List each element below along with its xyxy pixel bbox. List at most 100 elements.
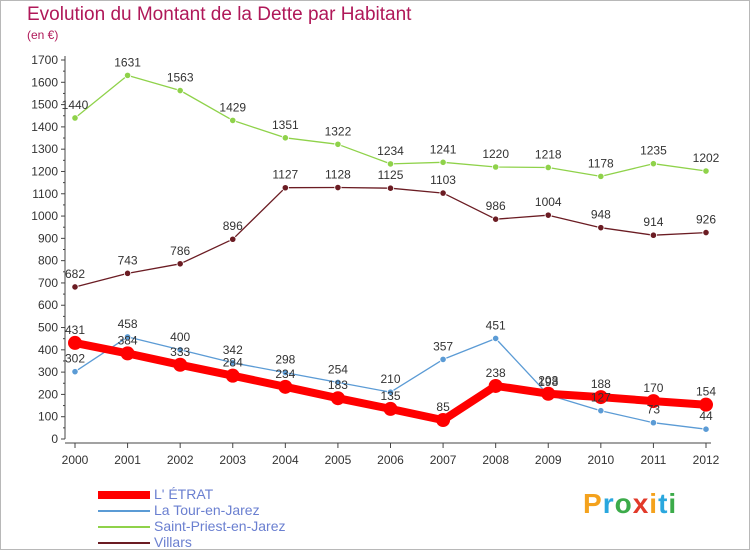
- data-point-saint-priest-en-jarez: [386, 160, 395, 168]
- data-label-saint-priest-en-jarez: 1241: [430, 142, 457, 156]
- data-label-saint-priest-en-jarez: 1218: [535, 147, 562, 161]
- data-point-saint-priest-en-jarez: [649, 160, 658, 168]
- data-point-la-tour-en-jarez: [439, 355, 447, 364]
- legend-swatch-la-tour-en-jarez: [98, 503, 150, 519]
- x-tick-label: 2012: [693, 453, 720, 467]
- data-point-villars: [176, 260, 184, 268]
- data-point-villars: [229, 235, 237, 243]
- data-label-saint-priest-en-jarez: 1234: [377, 144, 404, 158]
- data-point-l-etrat: [436, 413, 451, 428]
- data-point-l-etrat: [330, 391, 345, 406]
- series-layer: [68, 71, 713, 433]
- x-tick-label: 2003: [219, 453, 246, 467]
- data-label-l-etrat: 135: [380, 389, 400, 403]
- data-label-la-tour-en-jarez: 44: [699, 409, 713, 423]
- data-point-la-tour-en-jarez: [649, 419, 658, 427]
- data-label-la-tour-en-jarez: 357: [433, 339, 453, 353]
- data-label-saint-priest-en-jarez: 1322: [325, 124, 352, 138]
- legend-swatch-saint-priest-en-jarez: [98, 519, 150, 535]
- x-tick-label: 2004: [272, 453, 299, 467]
- data-point-l-etrat: [488, 378, 503, 393]
- data-point-villars: [386, 184, 395, 192]
- y-tick-label: 800: [38, 254, 58, 268]
- data-label-villars: 786: [170, 244, 190, 258]
- data-point-l-etrat: [699, 397, 713, 412]
- data-point-saint-priest-en-jarez: [597, 172, 605, 180]
- data-label-saint-priest-en-jarez: 1631: [114, 55, 141, 69]
- data-point-la-tour-en-jarez: [281, 368, 289, 377]
- data-label-l-etrat: 284: [223, 356, 243, 370]
- logo-letter: i: [668, 488, 678, 519]
- data-label-l-etrat: 85: [436, 400, 450, 414]
- data-point-saint-priest-en-jarez: [71, 114, 79, 122]
- legend-swatch-villars: [98, 535, 150, 551]
- data-point-villars: [544, 211, 552, 219]
- logo-letter: i: [649, 488, 659, 519]
- data-label-villars: 1004: [535, 195, 562, 209]
- data-label-saint-priest-en-jarez: 1563: [167, 71, 194, 85]
- data-point-saint-priest-en-jarez: [439, 158, 447, 166]
- data-label-la-tour-en-jarez: 458: [118, 317, 138, 331]
- proxiti-logo: Proxiti: [583, 488, 677, 520]
- y-tick-label: 1600: [31, 75, 58, 89]
- logo-letter: r: [602, 488, 615, 519]
- data-label-l-etrat: 431: [65, 323, 85, 337]
- data-point-la-tour-en-jarez: [176, 346, 184, 354]
- y-tick-label: 1300: [31, 142, 58, 156]
- data-label-saint-priest-en-jarez: 1429: [219, 100, 246, 114]
- y-tick-label: 600: [38, 298, 58, 312]
- data-label-la-tour-en-jarez: 198: [538, 375, 558, 389]
- data-point-l-etrat: [593, 390, 608, 405]
- chart-title: Evolution du Montant de la Dette par Hab…: [27, 4, 412, 25]
- data-point-villars: [702, 228, 710, 237]
- data-label-villars: 948: [591, 208, 611, 222]
- y-tick-label: 1500: [31, 98, 58, 112]
- logo-letter: P: [583, 488, 603, 519]
- data-point-villars: [71, 283, 79, 291]
- data-label-saint-priest-en-jarez: 1178: [588, 156, 614, 170]
- data-label-l-etrat: 203: [538, 374, 558, 388]
- data-point-saint-priest-en-jarez: [334, 140, 342, 148]
- data-label-la-tour-en-jarez: 254: [328, 362, 348, 376]
- data-label-la-tour-en-jarez: 342: [223, 343, 243, 357]
- axes: 0 100 200 300 400 500 600 700 800 900 1000 1100 1200…: [31, 53, 719, 467]
- data-label-villars: 743: [118, 253, 138, 267]
- x-tick-label: 2010: [587, 453, 614, 467]
- y-tick-label: 500: [38, 321, 58, 335]
- y-tick-label: 1100: [32, 187, 58, 201]
- legend-label-saint-priest-en-jarez: Saint-Priest-en-Jarez: [154, 518, 286, 534]
- x-tick-label: 2011: [641, 453, 667, 467]
- data-label-villars: 1127: [272, 168, 298, 182]
- legend-label-l-etrat: L' ÉTRAT: [154, 486, 214, 502]
- data-point-l-etrat: [383, 401, 398, 416]
- data-point-l-etrat: [120, 346, 135, 361]
- data-point-la-tour-en-jarez: [334, 378, 342, 386]
- data-point-villars: [439, 189, 447, 197]
- data-label-la-tour-en-jarez: 210: [380, 372, 400, 386]
- data-label-la-tour-en-jarez: 127: [591, 391, 611, 405]
- data-point-l-etrat: [68, 335, 82, 350]
- y-tick-label: 100: [38, 410, 58, 424]
- data-label-l-etrat: 188: [591, 377, 611, 391]
- x-tick-label: 2000: [62, 453, 89, 467]
- data-point-villars: [334, 183, 342, 192]
- data-point-saint-priest-en-jarez: [123, 71, 132, 79]
- data-point-l-etrat: [173, 357, 188, 372]
- data-point-l-etrat: [225, 368, 240, 383]
- data-label-villars: 1125: [378, 168, 404, 182]
- x-tick-label: 2007: [430, 453, 457, 467]
- y-tick-label: 400: [38, 343, 58, 357]
- data-point-villars: [649, 231, 658, 239]
- data-label-villars: 896: [223, 219, 243, 233]
- y-tick-label: 900: [38, 231, 58, 245]
- data-point-saint-priest-en-jarez: [702, 167, 710, 175]
- series-saint-priest-en-jarez: [71, 71, 710, 180]
- data-label-la-tour-en-jarez: 302: [65, 352, 85, 366]
- y-tick-label: 1700: [31, 53, 58, 67]
- data-label-saint-priest-en-jarez: 1220: [482, 147, 509, 161]
- data-point-saint-priest-en-jarez: [492, 163, 500, 171]
- data-point-la-tour-en-jarez: [597, 407, 605, 415]
- data-label-l-etrat: 183: [328, 378, 348, 392]
- data-label-villars: 682: [65, 267, 85, 281]
